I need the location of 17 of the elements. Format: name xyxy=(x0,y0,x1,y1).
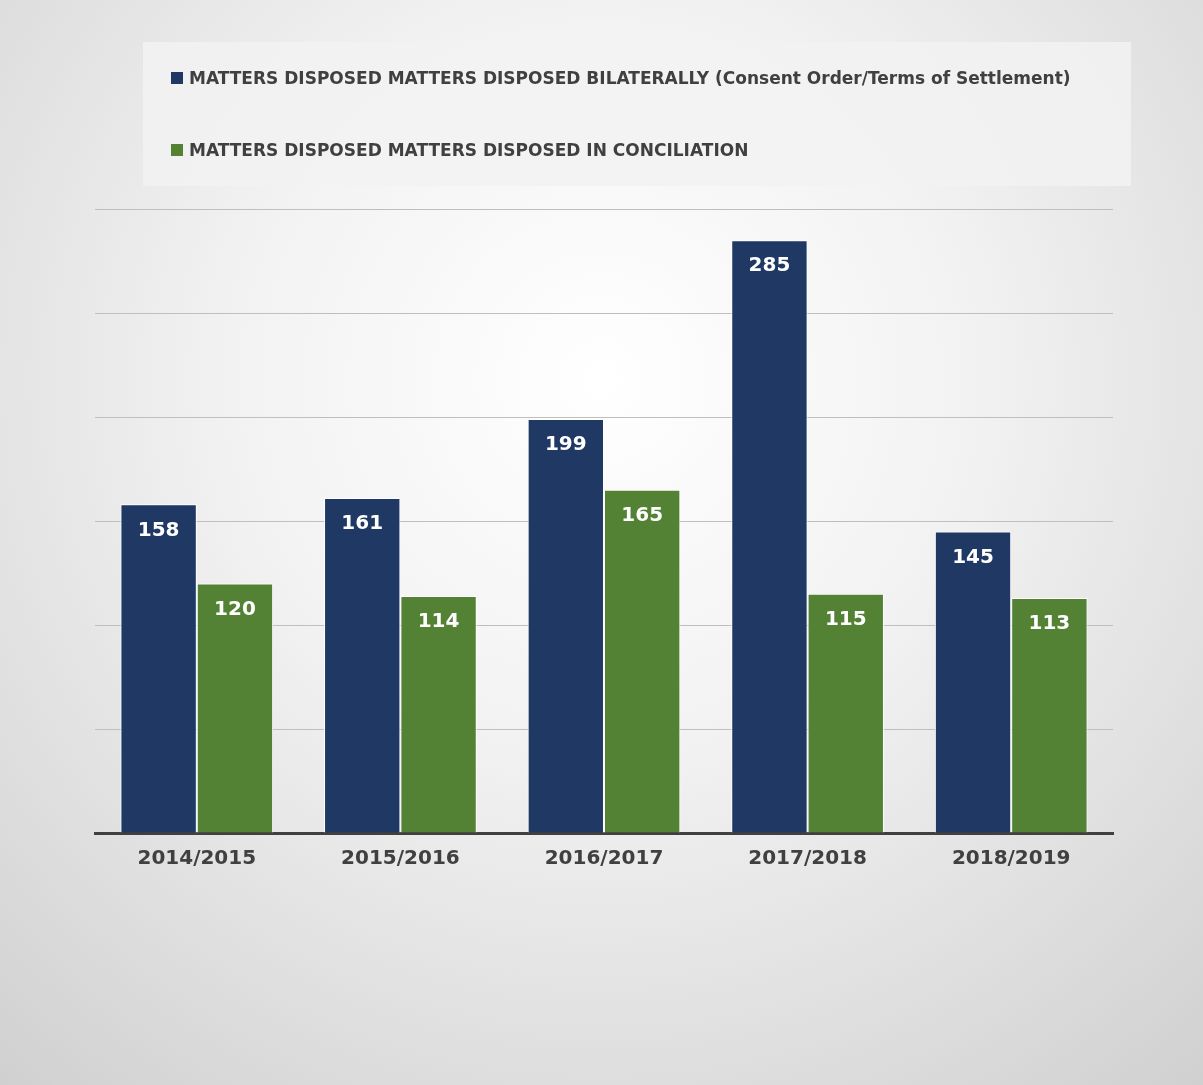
x-tick-label: 2014/2015 xyxy=(137,845,257,870)
x-tick-label: 2018/2019 xyxy=(951,845,1071,870)
data-label: 165 xyxy=(621,502,664,526)
legend-label: MATTERS DISPOSED MATTERS DISPOSED IN CONCILIATION xyxy=(189,140,749,160)
legend-label: MATTERS DISPOSED MATTERS DISPOSED BILATERALLY (Consent Order/Terms of Settlement) xyxy=(189,68,1071,88)
x-tick-label: 2016/2017 xyxy=(544,845,664,870)
data-label: 145 xyxy=(952,543,994,568)
data-label: 115 xyxy=(824,606,867,630)
x-tick-label: 2015/2016 xyxy=(341,845,460,870)
x-tick-label: 2017/2018 xyxy=(748,845,867,870)
data-label: 161 xyxy=(341,510,384,535)
data-label: 158 xyxy=(137,516,180,541)
data-label: 113 xyxy=(1028,610,1071,635)
data-label: 199 xyxy=(544,431,587,456)
data-label: 285 xyxy=(748,252,791,277)
data-label: 114 xyxy=(417,608,460,633)
data-label: 120 xyxy=(214,595,256,620)
